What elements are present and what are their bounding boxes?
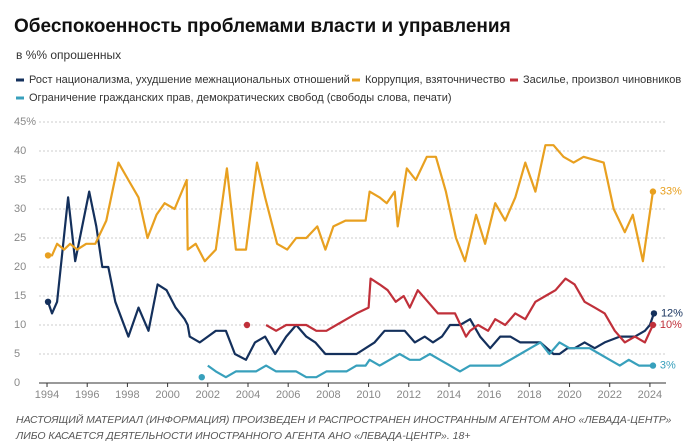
legend-label: Рост национализма, ухудшение межнационал…: [29, 74, 350, 86]
x-tick-label: 2010: [356, 389, 380, 401]
point: [649, 321, 657, 329]
x-tick-label: 2016: [477, 389, 501, 401]
y-tick-label: 10: [14, 319, 26, 331]
x-tick-label: 2006: [276, 389, 300, 401]
x-tick-label: 2000: [155, 389, 179, 401]
series-line: [46, 190, 655, 361]
point: [650, 310, 658, 317]
legend-label: Коррупция, взяточничество: [365, 74, 505, 86]
footer-note: НАСТОЯЩИЙ МАТЕРИАЛ (ИНФОРМАЦИЯ) ПРОИЗВЕД…: [16, 413, 672, 426]
x-tick-label: 1998: [115, 389, 139, 401]
y-tick-label: 30: [14, 203, 26, 215]
x-tick-label: 1994: [35, 389, 59, 401]
value-label: 3%: [660, 360, 676, 372]
y-tick-label: 45%: [14, 116, 36, 128]
point: [44, 298, 52, 305]
x-tick-label: 2014: [437, 389, 461, 401]
value-label: 33%: [660, 186, 682, 198]
point: [649, 362, 657, 369]
y-tick-label: 35: [14, 174, 26, 186]
point: [243, 321, 251, 329]
y-tick-label: 25: [14, 232, 26, 244]
value-label: 10%: [660, 319, 682, 331]
y-tick-label: 15: [14, 290, 26, 302]
chart-subtitle: в %% опрошенных: [16, 48, 121, 62]
series-line: [48, 144, 654, 263]
footer-note: ЛИБО КАСАЕТСЯ ДЕЯТЕЛЬНОСТИ ИНОСТРАННОГО …: [15, 430, 470, 442]
x-tick-label: 2012: [397, 389, 421, 401]
x-tick-label: 2008: [316, 389, 340, 401]
x-tick-label: 1996: [75, 389, 99, 401]
x-tick-label: 2004: [236, 389, 260, 401]
y-tick-label: 0: [14, 377, 20, 389]
point: [198, 374, 205, 381]
series-line: [207, 341, 653, 379]
legend-label: Ограничение гражданских прав, демократич…: [29, 92, 452, 104]
chart-title: Обеспокоенность проблемами власти и упра…: [14, 16, 511, 37]
y-tick-label: 5: [14, 348, 20, 360]
x-tick-label: 2020: [557, 389, 581, 401]
x-tick-label: 2002: [196, 389, 220, 401]
x-tick-label: 2018: [517, 389, 541, 401]
y-tick-label: 40: [14, 145, 26, 157]
y-tick-label: 20: [14, 261, 26, 273]
series-line: [265, 277, 654, 344]
x-tick-label: 2022: [597, 389, 621, 401]
point: [44, 252, 52, 259]
legend-label: Засилье, произвол чиновников: [523, 74, 681, 86]
x-tick-label: 2024: [638, 389, 662, 401]
value-label: 12%: [661, 307, 683, 319]
point: [649, 188, 657, 195]
